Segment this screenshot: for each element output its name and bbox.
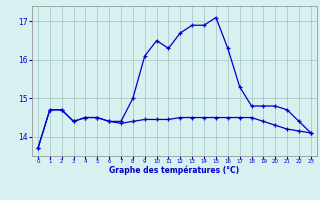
X-axis label: Graphe des températures (°C): Graphe des températures (°C)	[109, 166, 239, 175]
